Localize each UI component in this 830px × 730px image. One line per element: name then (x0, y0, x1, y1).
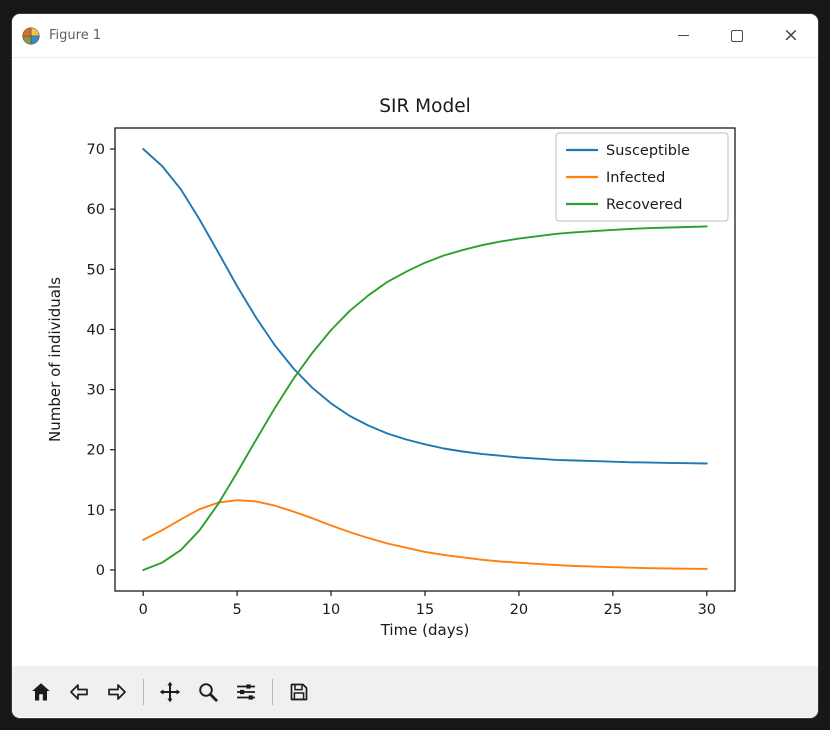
minimize-button[interactable] (656, 14, 710, 57)
legend-label-susceptible: Susceptible (606, 143, 690, 159)
x-tick-label: 5 (233, 602, 242, 618)
y-tick-label: 20 (87, 443, 105, 459)
y-tick-label: 60 (87, 202, 105, 218)
maximize-button[interactable] (710, 14, 764, 57)
back-button[interactable] (61, 674, 97, 710)
x-tick-label: 20 (510, 602, 528, 618)
close-icon: × (783, 24, 799, 46)
y-tick-label: 50 (87, 262, 105, 278)
sir-chart[interactable]: SIR Model 0 5 10 15 20 25 30 0 10 20 30 40 50 60 70 Time… (12, 58, 818, 666)
y-axis-label: Number of individuals (46, 277, 64, 442)
maximize-icon (731, 29, 743, 42)
x-axis-label: Time (days) (380, 621, 470, 639)
forward-button[interactable] (99, 674, 135, 710)
figure-window: Figure 1 × SIR Model 0 5 10 15 20 25 30 0 10 20 30 4… (12, 14, 818, 718)
y-tick-label: 10 (87, 503, 105, 519)
save-icon (290, 683, 308, 700)
toolbar-separator (143, 678, 144, 705)
x-tick-label: 10 (322, 602, 340, 618)
y-tick-label: 70 (87, 142, 105, 158)
window-controls: × (656, 14, 818, 57)
window-title: Figure 1 (49, 28, 102, 43)
configure-subplots-button[interactable] (228, 674, 264, 710)
minimize-icon (677, 35, 689, 36)
back-arrow-icon (70, 683, 88, 700)
navigation-toolbar (12, 666, 818, 717)
forward-arrow-icon (108, 683, 126, 700)
titlebar[interactable]: Figure 1 × (12, 14, 818, 58)
x-tick-label: 30 (698, 602, 716, 618)
y-tick-label: 0 (96, 563, 105, 579)
x-tick-label: 25 (604, 602, 622, 618)
legend-label-infected: Infected (606, 170, 665, 186)
x-tick-label: 0 (139, 602, 148, 618)
series-line-susceptible (142, 148, 708, 465)
figure-canvas[interactable]: SIR Model 0 5 10 15 20 25 30 0 10 20 30 40 50 60 70 Time… (12, 58, 818, 666)
series-line-recovered (142, 225, 708, 571)
y-tick-label: 30 (87, 383, 105, 399)
x-tick-label: 15 (416, 602, 434, 618)
legend-box (555, 132, 729, 222)
legend-label-recovered: Recovered (606, 197, 682, 213)
home-icon (32, 682, 50, 700)
zoom-button[interactable] (190, 674, 226, 710)
close-button[interactable]: × (764, 14, 818, 57)
pan-icon (159, 681, 181, 702)
home-button[interactable] (23, 674, 59, 710)
y-tick-label: 40 (87, 322, 105, 338)
series-line-infected (142, 499, 708, 570)
toolbar-separator (272, 678, 273, 705)
configure-subplots-icon (237, 683, 255, 700)
zoom-icon (199, 682, 218, 702)
matplotlib-icon (22, 26, 40, 45)
pan-button[interactable] (152, 674, 188, 710)
save-button[interactable] (281, 674, 317, 710)
chart-title: SIR Model (379, 96, 470, 117)
